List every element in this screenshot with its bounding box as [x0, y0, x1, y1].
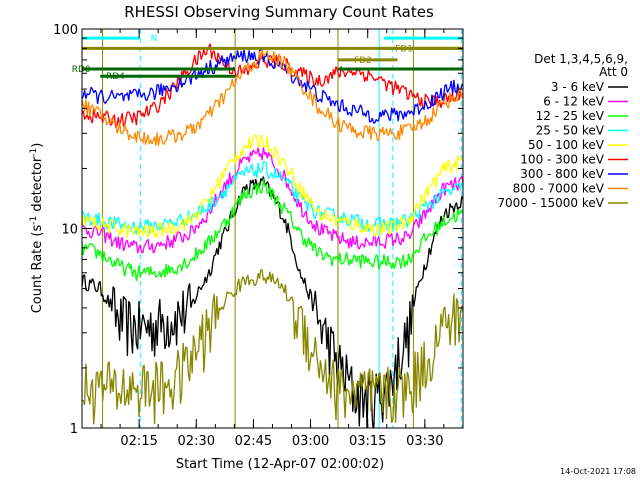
legend-entry-label: 25 - 50 keV	[536, 124, 605, 138]
plot-area: N FD1 FD2 RD0 RD4	[72, 29, 463, 428]
y-axis-label-end: )	[30, 143, 45, 148]
state-bar-label: FD1	[395, 44, 413, 54]
legend-entry-label: 6 - 12 keV	[543, 95, 605, 109]
legend-entry-label: 300 - 800 keV	[520, 167, 604, 181]
legend-entry-label: 50 - 100 keV	[528, 138, 605, 152]
y-axis-label-sup: -1	[29, 216, 39, 225]
series-line-8	[82, 50, 463, 146]
y-axis-label-tail: detector	[30, 156, 45, 216]
chart-title: RHESSI Observing Summary Count Rates	[124, 3, 434, 21]
y-tick-label: 100	[53, 23, 78, 38]
axes: 02:15 02:30 02:45 03:00 03:15 03:30 1 10 100	[53, 23, 464, 449]
y-axis-label-main: Count Rate (s	[30, 225, 45, 314]
state-bar-label: RD4	[106, 72, 125, 82]
state-bar-label: FD2	[354, 56, 372, 66]
x-axis-label: Start Time (12-Apr-07 02:00:02)	[176, 457, 384, 472]
x-tick-label: 02:45	[235, 434, 272, 449]
legend-entry-label: 7000 - 15000 keV	[497, 196, 604, 210]
legend-header: Att 0	[599, 65, 628, 79]
legend-header: Det 1,3,4,5,6,9,	[534, 52, 628, 66]
legend-entry-label: 12 - 25 keV	[536, 109, 605, 123]
x-tick-label: 03:00	[292, 434, 329, 449]
series-line-3	[82, 178, 463, 282]
plot-content	[82, 29, 463, 428]
state-bar-label: N	[151, 34, 158, 44]
x-tick-label: 02:15	[120, 434, 157, 449]
legend-entry-label: 800 - 7000 keV	[513, 182, 605, 196]
y-tick-label: 1	[70, 422, 78, 437]
x-tick-label: 03:15	[349, 434, 386, 449]
series-line-2	[82, 147, 463, 254]
x-tick-label: 03:30	[406, 434, 443, 449]
y-axis-label-sup2: -1	[29, 148, 39, 157]
legend-entry-label: 3 - 6 keV	[551, 80, 605, 94]
x-tick-label: 02:30	[178, 434, 215, 449]
series-line-6	[82, 43, 463, 128]
y-axis-label: Count Rate (s-1 detector-1)	[29, 143, 45, 314]
series-line-5	[82, 134, 463, 238]
y-tick-label: 10	[61, 223, 78, 238]
footer-timestamp: 14-Oct-2021 17:08	[560, 467, 636, 476]
series-line-7	[82, 49, 463, 124]
state-bar-label: RD0	[72, 65, 91, 75]
legend-entry-label: 100 - 300 keV	[520, 153, 604, 167]
series-line-9	[82, 268, 463, 425]
series-line-4	[82, 161, 463, 235]
